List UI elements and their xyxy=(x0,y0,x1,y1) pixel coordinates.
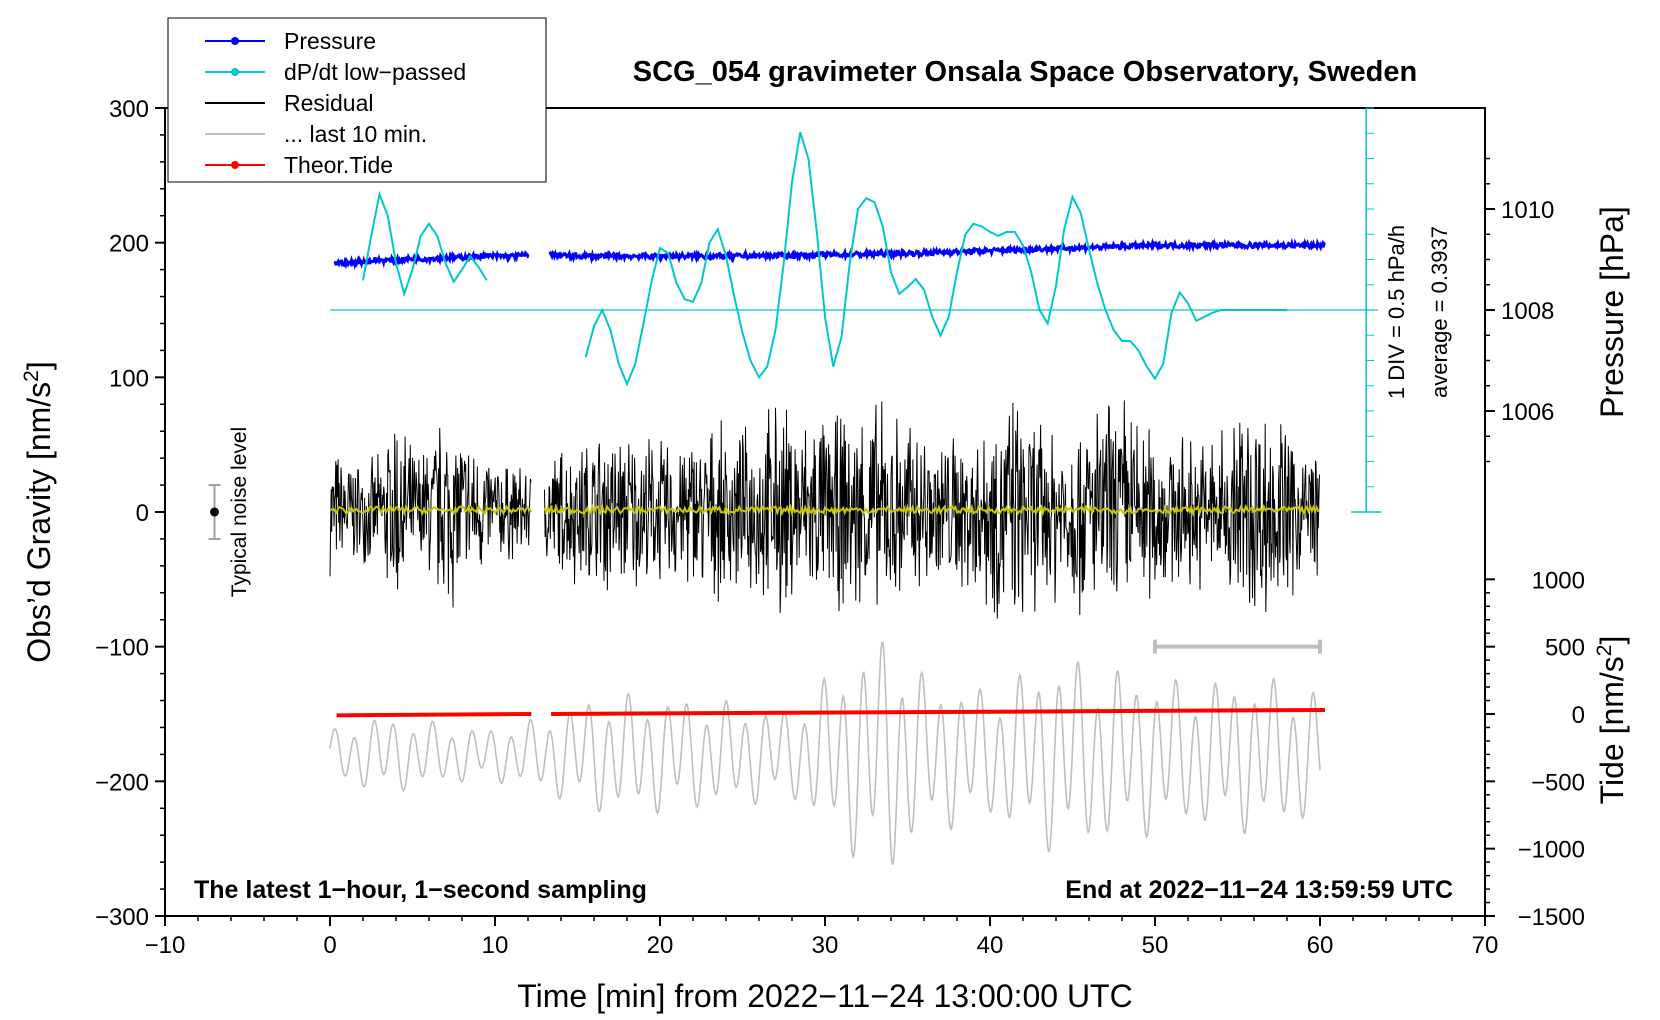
dpdt-line-1 xyxy=(584,131,1287,387)
y-tick-label: 0 xyxy=(136,500,149,527)
y-tick-label: 300 xyxy=(109,96,149,123)
tide-tick-label: 0 xyxy=(1572,702,1585,729)
pressure-line-0 xyxy=(333,249,530,271)
residual-line-0 xyxy=(329,427,532,608)
y3-axis-title: Tide [nm/s2] xyxy=(1593,636,1630,805)
legend-marker xyxy=(231,37,239,45)
theor-tide-line-1 xyxy=(551,707,1325,716)
svg-text:Pressure [hPa]: Pressure [hPa] xyxy=(1594,206,1630,418)
x-tick-label: 20 xyxy=(647,932,674,959)
dpdt-line-0 xyxy=(362,190,488,298)
residual-lowpass-line-1 xyxy=(543,503,1320,517)
y-tick-label: −100 xyxy=(95,635,149,662)
legend: Pressure dP/dt low−passed Residual ... last… xyxy=(167,17,547,183)
dpdt-scale-label: 1 DIV = 0.5 hPa/h xyxy=(1384,225,1409,399)
pressure-tick-label: 1008 xyxy=(1501,298,1554,325)
legend-label: Residual xyxy=(284,90,374,116)
theor-tide-line-0 xyxy=(336,712,532,718)
axes-layer: −10 0 10 20 30 40 50 60 703002001000−100−200−300… xyxy=(95,96,1585,959)
x-tick-label: 40 xyxy=(977,932,1004,959)
x-tick-label: 10 xyxy=(482,932,509,959)
legend-label: Pressure xyxy=(284,28,376,54)
y-axis-title: Obs’d Gravity [nm/s2] xyxy=(20,361,57,663)
legend-label: dP/dt low−passed xyxy=(284,59,466,85)
legend-marker xyxy=(231,161,239,169)
legend-label: ... last 10 min. xyxy=(284,121,427,147)
end-time-note: End at 2022−11−24 13:59:59 UTC xyxy=(1065,876,1453,904)
tide-tick-label: 500 xyxy=(1545,635,1585,662)
data-layer xyxy=(208,107,1382,865)
y2-axis-title: Pressure [hPa] xyxy=(1594,206,1630,418)
pressure-tick-label: 1006 xyxy=(1501,399,1554,426)
legend-box xyxy=(167,17,547,183)
noise-label: Typical noise level xyxy=(228,427,251,597)
residual-lowpass-line-0 xyxy=(330,504,533,517)
y-tick-label: 100 xyxy=(109,365,149,392)
tide-oscillation-line xyxy=(329,641,1321,865)
residual-line-1 xyxy=(544,400,1320,619)
x-axis-title: Time [min] from 2022−11−24 13:00:00 UTC xyxy=(517,978,1132,1014)
tide-tick-label: −1500 xyxy=(1518,904,1585,931)
tide-tick-label: −500 xyxy=(1531,769,1585,796)
svg-text:Typical noise level: Typical noise level xyxy=(228,427,251,597)
chart-title: SCG_054 gravimeter Onsala Space Observat… xyxy=(633,56,1417,88)
svg-text:Obs’d Gravity [nm/s2]: Obs’d Gravity [nm/s2] xyxy=(20,361,57,663)
legend-label: Theor.Tide xyxy=(284,152,393,178)
x-tick-label: 70 xyxy=(1472,932,1499,959)
pressure-line-1 xyxy=(548,237,1326,265)
svg-text:Tide [nm/s2]: Tide [nm/s2] xyxy=(1593,636,1630,805)
svg-text:average = 0.3937: average = 0.3937 xyxy=(1427,226,1452,398)
tide-tick-label: −1000 xyxy=(1518,837,1585,864)
x-tick-label: 30 xyxy=(812,932,839,959)
legend-marker xyxy=(231,68,239,76)
x-tick-label: 0 xyxy=(323,932,336,959)
y-tick-label: −200 xyxy=(95,769,149,796)
noise-bar-dot xyxy=(210,507,219,517)
svg-text:1 DIV = 0.5 hPa/h: 1 DIV = 0.5 hPa/h xyxy=(1384,225,1409,399)
sampling-note: The latest 1−hour, 1−second sampling xyxy=(194,876,647,904)
y-tick-label: −300 xyxy=(95,904,149,931)
y-tick-label: 200 xyxy=(109,231,149,258)
x-tick-label: −10 xyxy=(145,932,186,959)
dpdt-average-label: average = 0.3937 xyxy=(1427,226,1452,398)
tide-tick-label: 1000 xyxy=(1532,567,1585,594)
pressure-tick-label: 1010 xyxy=(1501,197,1554,224)
x-tick-label: 60 xyxy=(1307,932,1334,959)
x-tick-label: 50 xyxy=(1142,932,1169,959)
